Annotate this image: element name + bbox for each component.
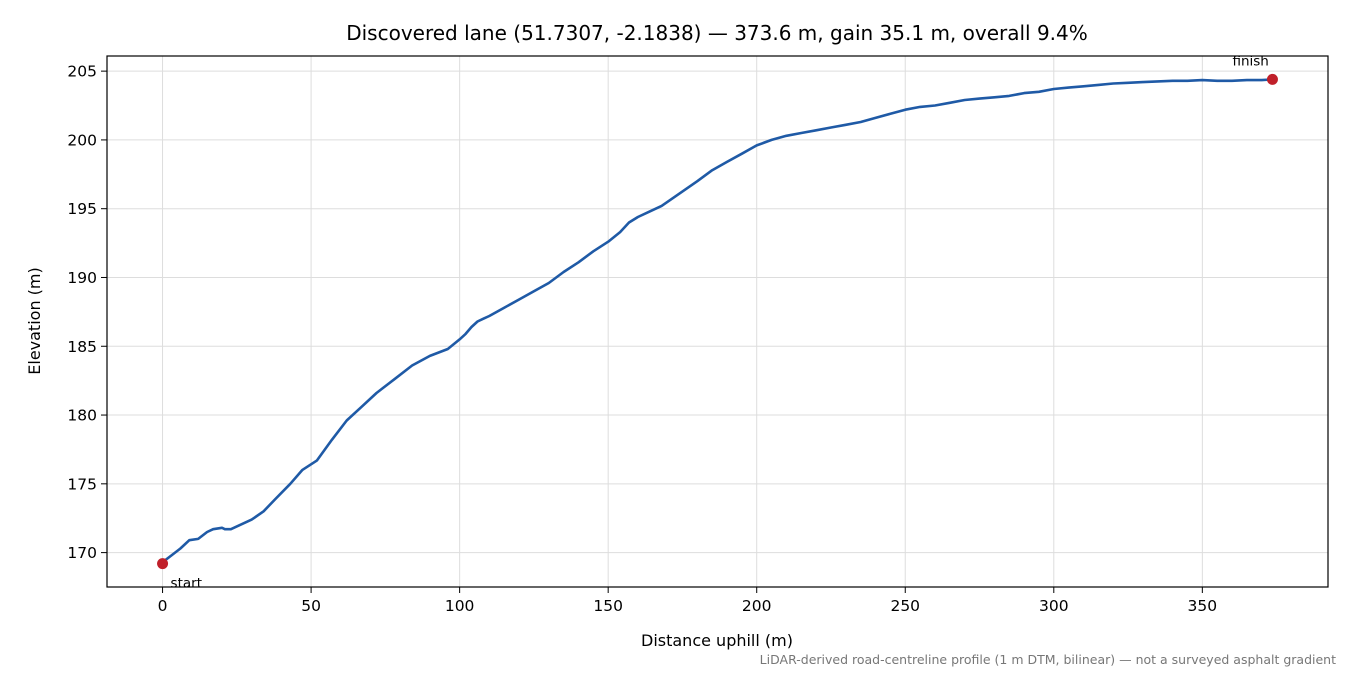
y-tick-label: 205: [67, 63, 97, 81]
start-marker: [157, 558, 169, 570]
y-tick-label: 200: [67, 131, 97, 149]
x-tick-label: 200: [742, 597, 772, 615]
y-axis-label: Elevation (m): [25, 267, 44, 374]
annotations: start finish: [157, 53, 1278, 592]
axis-ticks: 0 50 100 150 200 250 300 350 170 175 180 185 190 195 2…: [67, 63, 1217, 615]
x-axis-label: Distance uphill (m): [641, 631, 793, 650]
y-tick-label: 180: [67, 407, 97, 425]
grid: [107, 56, 1328, 587]
footnote: LiDAR-derived road-centreline profile (1…: [760, 652, 1336, 667]
y-tick-label: 175: [67, 475, 97, 493]
elevation-line: [161, 78, 1273, 564]
x-tick-label: 100: [445, 597, 475, 615]
x-tick-label: 150: [593, 597, 623, 615]
series-layer: [161, 78, 1273, 564]
x-tick-label: 0: [158, 597, 168, 615]
x-tick-label: 300: [1039, 597, 1069, 615]
chart-title: Discovered lane (51.7307, -2.1838) — 373…: [346, 21, 1088, 45]
x-tick-label: 250: [890, 597, 920, 615]
start-label: start: [171, 576, 202, 592]
y-tick-label: 190: [67, 269, 97, 287]
finish-marker: [1266, 73, 1278, 85]
finish-label: finish: [1232, 53, 1268, 69]
plot-frame: [106, 55, 1329, 588]
x-tick-label: 50: [301, 597, 321, 615]
y-tick-label: 195: [67, 200, 97, 218]
x-tick-label: 350: [1188, 597, 1218, 615]
y-tick-label: 185: [67, 338, 97, 356]
y-tick-label: 170: [67, 544, 97, 562]
